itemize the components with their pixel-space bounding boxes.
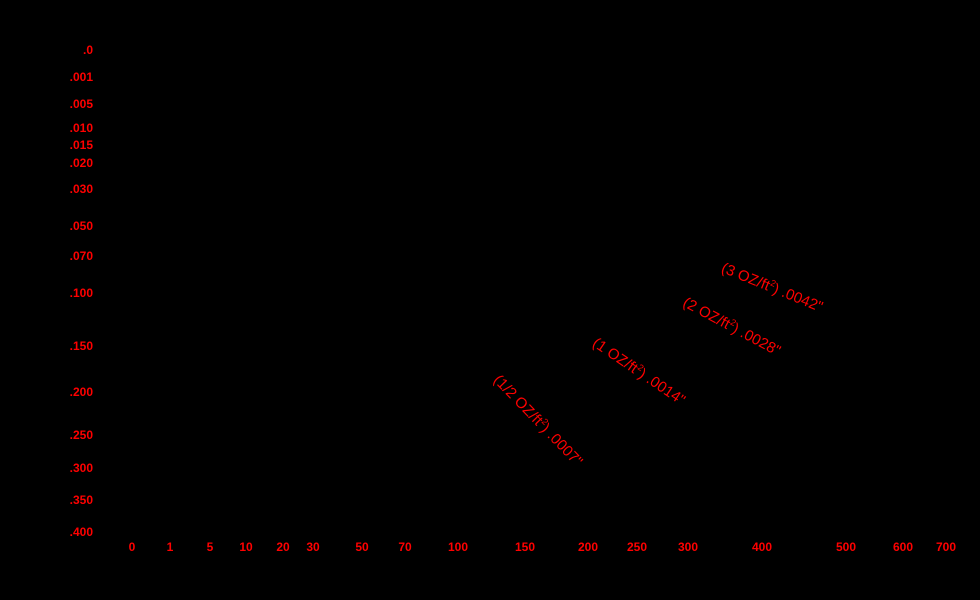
x-tick-label: 20 [276, 540, 290, 554]
y-tick-label: .015 [69, 138, 93, 152]
y-tick-label: .100 [69, 286, 93, 300]
y-tick-label: .020 [69, 156, 93, 170]
x-tick-label: 700 [935, 540, 957, 554]
y-tick-label: .0 [82, 43, 93, 57]
y-tick-label: .350 [69, 493, 93, 507]
x-tick-label: 500 [835, 540, 857, 554]
y-tick-label: .005 [69, 97, 93, 111]
x-tick-label: 30 [306, 540, 320, 554]
y-tick-label: .150 [69, 339, 93, 353]
y-tick-label: .050 [69, 219, 93, 233]
x-tick-label: 1 [166, 540, 174, 554]
x-tick-label: 50 [355, 540, 369, 554]
y-tick-label: .001 [69, 70, 93, 84]
x-tick-label: 0 [128, 540, 136, 554]
x-tick-label: 10 [239, 540, 253, 554]
x-tick-label: 5 [206, 540, 214, 554]
y-tick-label: .070 [69, 249, 93, 263]
x-tick-label: 300 [677, 540, 699, 554]
y-tick-label: .400 [69, 525, 93, 539]
y-tick-label: .030 [69, 182, 93, 196]
x-tick-label: 150 [514, 540, 536, 554]
y-tick-label: .200 [69, 385, 93, 399]
x-tick-label: 100 [447, 540, 469, 554]
x-tick-label: 600 [892, 540, 914, 554]
x-tick-label: 250 [626, 540, 648, 554]
y-tick-label: .300 [69, 461, 93, 475]
x-tick-label: 400 [751, 540, 773, 554]
y-tick-label: .010 [69, 121, 93, 135]
x-tick-label: 70 [398, 540, 412, 554]
y-tick-label: .250 [69, 428, 93, 442]
x-tick-label: 200 [577, 540, 599, 554]
